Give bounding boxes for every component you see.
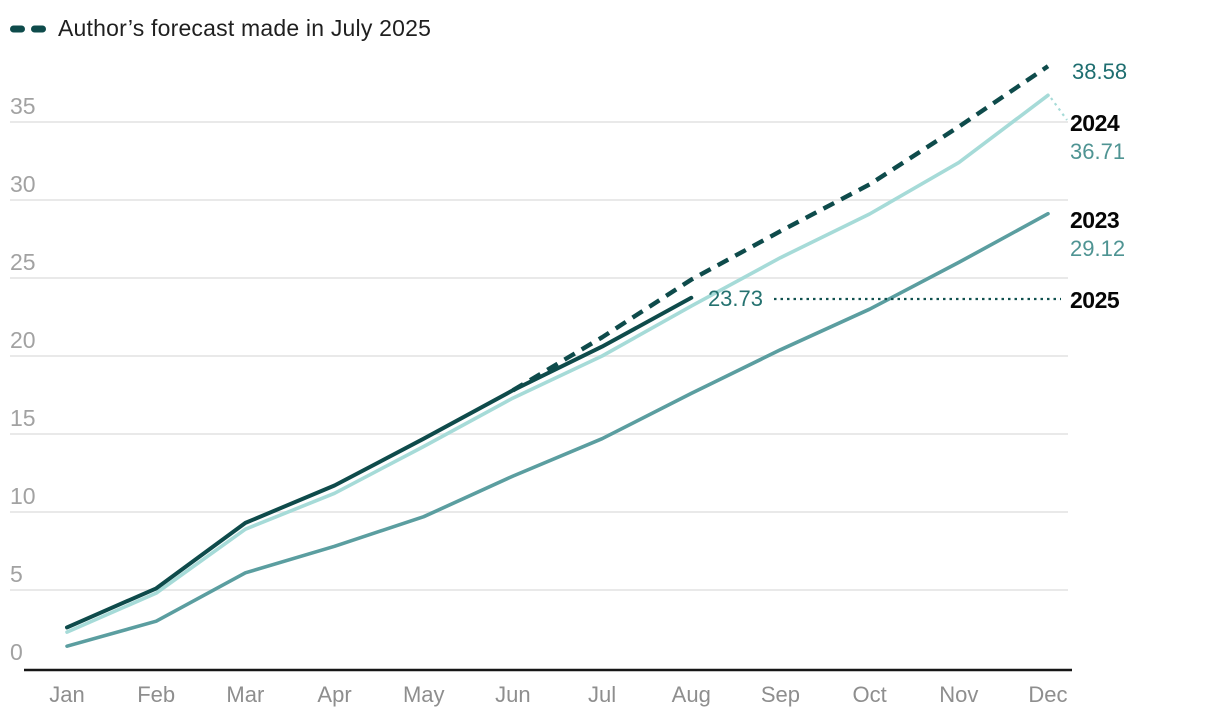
label-year-2025: 2025 <box>1070 287 1120 313</box>
label-2025-forecast-value: 38.58 <box>1072 59 1127 84</box>
label-2024-value: 36.71 <box>1070 139 1125 164</box>
y-tick-label: 35 <box>10 93 36 119</box>
y-tick-label: 0 <box>10 639 23 665</box>
x-tick-label: Oct <box>853 682 887 707</box>
label-year-2023: 2023 <box>1070 207 1119 233</box>
forecast-legend: Author’s forecast made in July 2025 <box>10 15 431 42</box>
x-tick-label: Jun <box>495 682 530 707</box>
x-tick-label: May <box>403 682 445 707</box>
line-2025-forecast <box>511 64 1050 393</box>
x-tick-label: Jan <box>49 682 84 707</box>
x-tick-label: Sep <box>761 682 800 707</box>
x-tick-label: Jul <box>588 682 616 707</box>
line-2023 <box>65 211 1050 648</box>
legend-label: Author’s forecast made in July 2025 <box>58 15 432 41</box>
label-year-2024: 2024 <box>1070 110 1120 136</box>
x-tick-label: Nov <box>939 682 978 707</box>
x-tick-label: Feb <box>137 682 175 707</box>
y-tick-label: 10 <box>10 483 36 509</box>
x-tick-label: Aug <box>672 682 711 707</box>
connector-2024 <box>1050 97 1068 121</box>
y-tick-label: 5 <box>10 561 23 587</box>
x-tick-label: Mar <box>226 682 264 707</box>
label-2023-value: 29.12 <box>1070 236 1125 261</box>
line-2025-actual <box>65 295 694 630</box>
dashed-line-icon <box>10 25 46 32</box>
x-tick-label: Dec <box>1028 682 1067 707</box>
line-2024 <box>65 93 1050 634</box>
y-tick-label: 20 <box>10 327 36 353</box>
y-tick-label: 25 <box>10 249 36 275</box>
label-2025-actual-value: 23.73 <box>708 286 763 311</box>
y-tick-label: 30 <box>10 171 36 197</box>
x-tick-label: Apr <box>317 682 351 707</box>
y-tick-label: 15 <box>10 405 36 431</box>
